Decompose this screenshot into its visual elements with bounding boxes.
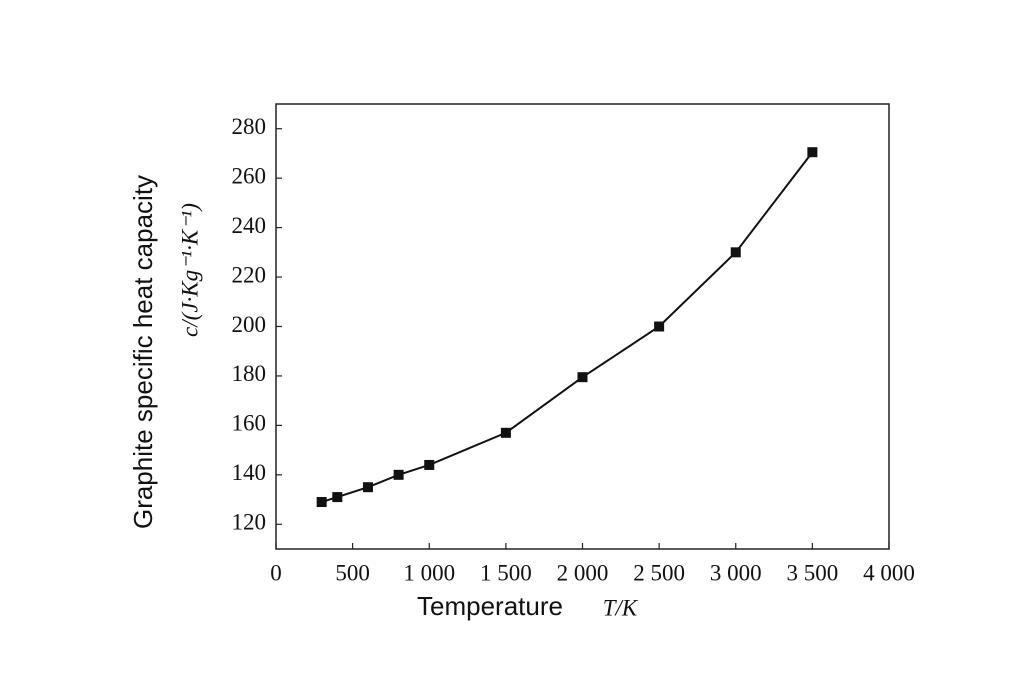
data-marker xyxy=(577,372,588,383)
x-axis-unit: T/K xyxy=(603,595,639,620)
y-axis-label: Graphite specific heat capacity xyxy=(128,175,158,529)
x-axis-label: Temperature xyxy=(417,591,563,621)
data-line xyxy=(321,151,814,503)
y-tick-label: 280 xyxy=(232,114,267,139)
x-tick-label: 0 xyxy=(270,560,282,585)
x-tick-label: 2 500 xyxy=(633,560,685,585)
y-tick-label: 240 xyxy=(232,213,267,238)
y-tick-label: 120 xyxy=(232,510,267,535)
data-marker xyxy=(393,469,404,480)
data-marker xyxy=(730,247,741,258)
data-marker xyxy=(316,497,327,508)
y-tick-label: 260 xyxy=(232,163,267,188)
x-tick-label: 3 500 xyxy=(787,560,839,585)
y-tick-label: 220 xyxy=(232,262,267,287)
y-axis-unit: c/(J·Kg⁻¹·K⁻¹) xyxy=(177,203,202,337)
x-tick-label: 3 000 xyxy=(710,560,762,585)
data-marker xyxy=(500,427,511,438)
x-tick-label: 4 000 xyxy=(863,560,915,585)
x-tick-label: 2 000 xyxy=(557,560,609,585)
data-marker xyxy=(332,492,343,503)
y-tick-label: 140 xyxy=(232,460,267,485)
x-tick-label: 500 xyxy=(335,560,370,585)
data-marker xyxy=(362,482,373,493)
data-marker xyxy=(807,147,818,158)
x-tick-label: 1 000 xyxy=(403,560,455,585)
y-tick-label: 200 xyxy=(232,312,267,337)
y-tick-label: 160 xyxy=(232,411,267,436)
x-tick-label: 1 500 xyxy=(480,560,532,585)
data-marker xyxy=(424,459,435,470)
data-marker xyxy=(654,321,665,332)
y-tick-label: 180 xyxy=(232,361,267,386)
